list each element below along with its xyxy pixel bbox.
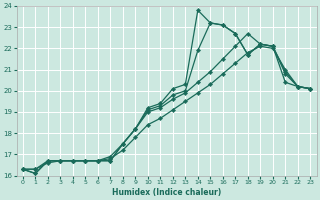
X-axis label: Humidex (Indice chaleur): Humidex (Indice chaleur) [112,188,221,197]
